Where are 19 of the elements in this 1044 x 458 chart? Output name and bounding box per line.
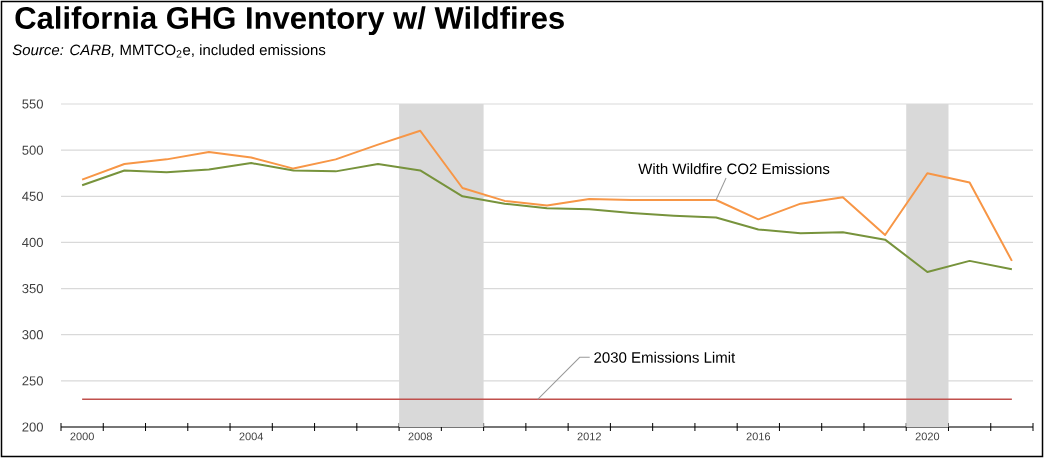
y-tick-label: 300 <box>22 330 43 340</box>
y-tick-label: 500 <box>22 145 43 155</box>
x-tick-label: 2000 <box>70 432 94 441</box>
chart-title: California GHG Inventory w/ Wildfires <box>15 6 564 36</box>
y-tick-label: 200 <box>22 422 43 432</box>
series-label: With Wildfire CO2 Emissions <box>638 163 830 175</box>
x-tick-label: 2016 <box>746 432 771 441</box>
y-tick-label: 250 <box>22 376 43 386</box>
y-tick-label: 400 <box>22 237 43 248</box>
ref-line-label: 2030 Emissions Limit <box>594 351 736 363</box>
x-tick-label: 2008 <box>408 432 432 441</box>
y-tick-label: 550 <box>22 99 43 109</box>
y-tick-label: 450 <box>22 191 43 201</box>
line-series <box>81 162 1013 273</box>
chart-subtitle: Source: CARB, MMTCO$_{2}$e, included emissions <box>12 44 326 58</box>
y-tick-label: 350 <box>22 283 43 294</box>
x-tick-label: 2020 <box>915 432 940 441</box>
x-tick-label: 2012 <box>577 432 601 441</box>
x-tick-label: 2004 <box>239 432 264 441</box>
